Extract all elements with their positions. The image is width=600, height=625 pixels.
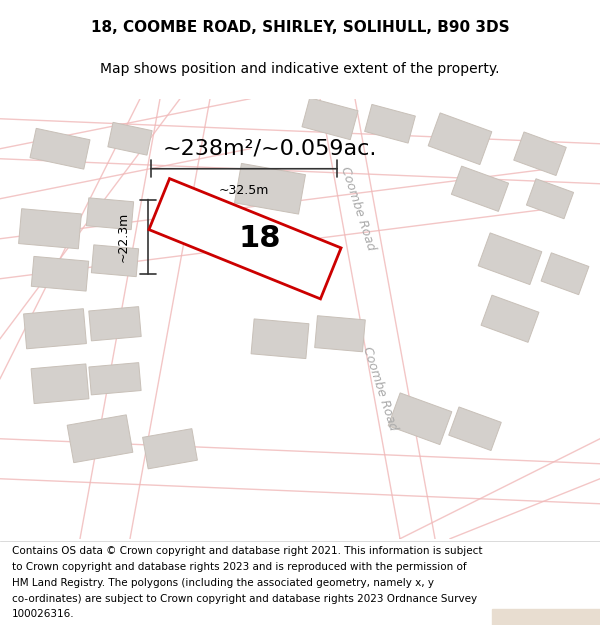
Polygon shape xyxy=(365,104,415,143)
Polygon shape xyxy=(251,319,309,359)
Polygon shape xyxy=(89,362,141,395)
Text: 100026316.: 100026316. xyxy=(12,609,74,619)
Polygon shape xyxy=(526,179,574,219)
Polygon shape xyxy=(451,166,509,211)
Polygon shape xyxy=(314,316,365,352)
Polygon shape xyxy=(19,209,82,249)
Polygon shape xyxy=(30,128,90,169)
Text: 18: 18 xyxy=(239,224,281,253)
Polygon shape xyxy=(388,393,452,444)
Text: co-ordinates) are subject to Crown copyright and database rights 2023 Ordnance S: co-ordinates) are subject to Crown copyr… xyxy=(12,594,477,604)
Polygon shape xyxy=(449,407,501,451)
Polygon shape xyxy=(149,179,341,299)
Text: Contains OS data © Crown copyright and database right 2021. This information is : Contains OS data © Crown copyright and d… xyxy=(12,546,482,556)
Polygon shape xyxy=(108,122,152,155)
Polygon shape xyxy=(31,364,89,404)
Polygon shape xyxy=(67,415,133,462)
Polygon shape xyxy=(143,429,197,469)
Text: ~22.3m: ~22.3m xyxy=(117,212,130,262)
Polygon shape xyxy=(302,98,358,140)
Polygon shape xyxy=(89,307,141,341)
Polygon shape xyxy=(514,132,566,176)
Text: HM Land Registry. The polygons (including the associated geometry, namely x, y: HM Land Registry. The polygons (includin… xyxy=(12,578,434,587)
Polygon shape xyxy=(541,253,589,294)
Text: to Crown copyright and database rights 2023 and is reproduced with the permissio: to Crown copyright and database rights 2… xyxy=(12,562,467,572)
Polygon shape xyxy=(86,198,134,229)
Text: Map shows position and indicative extent of the property.: Map shows position and indicative extent… xyxy=(100,62,500,76)
Polygon shape xyxy=(91,245,139,277)
Polygon shape xyxy=(23,309,86,349)
Polygon shape xyxy=(428,113,492,164)
Text: 18, COOMBE ROAD, SHIRLEY, SOLIHULL, B90 3DS: 18, COOMBE ROAD, SHIRLEY, SOLIHULL, B90 … xyxy=(91,20,509,35)
Polygon shape xyxy=(31,256,89,291)
Text: ~32.5m: ~32.5m xyxy=(219,184,269,197)
Polygon shape xyxy=(478,233,542,284)
Polygon shape xyxy=(235,163,305,214)
Bar xyxy=(492,609,600,625)
Text: Coombe Road: Coombe Road xyxy=(360,345,400,432)
Polygon shape xyxy=(237,225,303,272)
Polygon shape xyxy=(481,295,539,343)
Text: ~238m²/~0.059ac.: ~238m²/~0.059ac. xyxy=(163,139,377,159)
Text: Coombe Road: Coombe Road xyxy=(338,165,378,252)
